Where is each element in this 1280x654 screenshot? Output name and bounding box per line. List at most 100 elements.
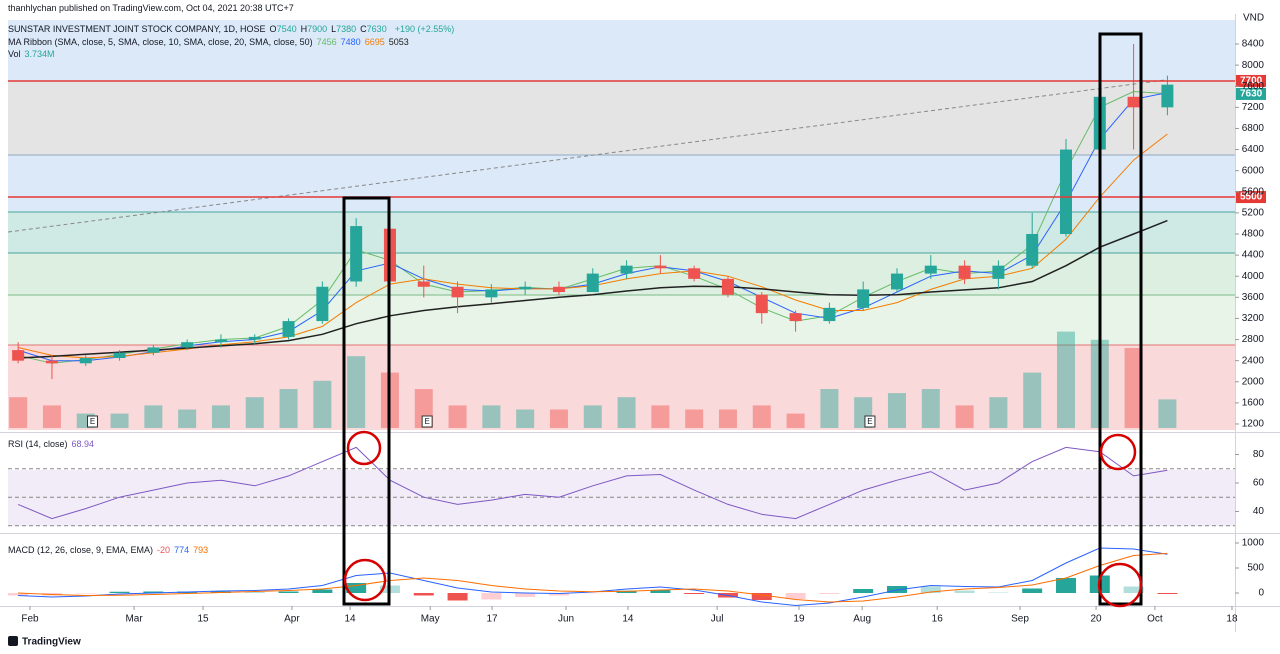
last-price-label: 7630 (1240, 89, 1263, 100)
ma-values: 7456 7480 6695 5053 (317, 37, 413, 47)
signal-value: 793 (193, 545, 209, 555)
earnings-marker: E (90, 417, 95, 426)
candle-body (417, 281, 430, 287)
histogram-bar (650, 590, 671, 593)
y-tick-label: 0 (1258, 588, 1264, 599)
histogram-bar (312, 589, 333, 593)
volume-bar (752, 405, 771, 428)
candle-body (857, 289, 870, 308)
rsi-title: RSI (14, close) (8, 439, 68, 449)
volume-bar (685, 409, 704, 428)
macd-legend: MACD (12, 26, close, 9, EMA, EMA) -20 774 7… (8, 545, 212, 555)
candle-body (45, 360, 58, 364)
candle-body (654, 265, 667, 269)
x-tick-label: Feb (21, 614, 39, 625)
ohlc: O7540 H7900 L7380 C7630 (270, 24, 391, 34)
highlight-box (342, 196, 391, 606)
y-tick-label: 1200 (1242, 419, 1265, 430)
histogram-bar (447, 593, 468, 601)
y-tick-label: 7200 (1242, 102, 1265, 113)
volume-bar (482, 405, 501, 428)
volume-bar (887, 393, 906, 428)
histogram-bar (75, 593, 96, 594)
plot (8, 44, 1235, 607)
y-tick-label: 4400 (1242, 250, 1265, 261)
histogram-bar (278, 591, 299, 593)
zone (8, 253, 1235, 295)
volume-bar (178, 409, 197, 428)
macd-title: MACD (12, 26, close, 9, EMA, EMA) (8, 545, 154, 555)
candle-body (350, 226, 363, 282)
candle-body (992, 265, 1005, 279)
vol-line: Vol 3.734M (8, 49, 59, 59)
y-tick-label: 6000 (1242, 165, 1265, 176)
ma-value: 7456 (316, 37, 337, 47)
histogram-bar (684, 593, 705, 594)
volume-bar (245, 397, 264, 428)
earnings-box (421, 415, 433, 428)
ohlc-label: C (360, 24, 367, 34)
x-tick-label: 17 (486, 614, 498, 625)
candle-body (485, 289, 498, 298)
vol-value: 3.734M (24, 49, 55, 59)
candle-body (586, 273, 599, 293)
ohlc-label: H (300, 24, 308, 34)
histogram-bar (346, 583, 367, 593)
highlight-circle (343, 558, 387, 602)
candle-body (1026, 233, 1039, 266)
volume-bar (786, 413, 805, 428)
y-tick-label: 40 (1253, 506, 1265, 517)
candle-body (1059, 149, 1072, 234)
y-tick-label: 2000 (1242, 376, 1265, 387)
volume-bar (347, 356, 366, 428)
candle-body (688, 268, 701, 279)
footer: TradingView (8, 636, 81, 648)
candle-body (451, 286, 464, 298)
separators (0, 14, 1280, 632)
candle-body (958, 265, 971, 279)
histogram-bar (143, 591, 164, 593)
y-tick-label: 3600 (1242, 292, 1265, 303)
y-tick-label: 5600 (1242, 186, 1265, 197)
highlight-circle (1099, 433, 1137, 471)
ohlc-label: L (331, 24, 337, 34)
ma-title: MA Ribbon (SMA, close, 5, SMA, close, 10… (8, 37, 313, 47)
candle-body (248, 336, 261, 340)
candle-body (890, 273, 903, 290)
volume-bar (820, 389, 839, 428)
level-label: 7700 (1240, 76, 1263, 87)
earnings-box (864, 415, 876, 428)
candle-body (755, 294, 768, 314)
zone (8, 295, 1235, 345)
rsi-legend: RSI (14, close) 68.94 (8, 439, 98, 449)
hist-value: -20 (157, 545, 171, 555)
ohlc-value: 7380 (336, 24, 357, 34)
volume-bar (516, 409, 535, 428)
volume-bar (42, 405, 61, 428)
histogram-bar (515, 593, 536, 597)
y-tick-label: 7600 (1242, 81, 1265, 92)
histogram-bar (481, 593, 502, 600)
x-tick-label: Aug (853, 614, 871, 625)
y-tick-label: 5200 (1242, 208, 1265, 219)
x-tick-label: 19 (793, 614, 805, 625)
x-tick-label: 14 (622, 614, 634, 625)
ohlc-label: O (269, 24, 277, 34)
y-tick-label: 8000 (1242, 60, 1265, 71)
ma-line (18, 219, 1168, 359)
earnings-marker: E (867, 417, 872, 426)
volume-bar (921, 389, 940, 428)
level-label: 5500 (1240, 192, 1263, 203)
vol-label: Vol (8, 49, 21, 59)
volume-bar (1056, 331, 1075, 428)
ma-value: 6695 (364, 37, 385, 47)
histogram-bar (785, 593, 806, 599)
volume-bar (718, 409, 737, 428)
footer-text: TradingView (22, 637, 81, 648)
histogram-bar (988, 592, 1009, 593)
candle-body (823, 307, 836, 322)
zone (8, 20, 1235, 81)
candle-body (316, 286, 329, 322)
x-tick-label: Sep (1011, 614, 1029, 625)
y-tick-label: 2400 (1242, 355, 1265, 366)
